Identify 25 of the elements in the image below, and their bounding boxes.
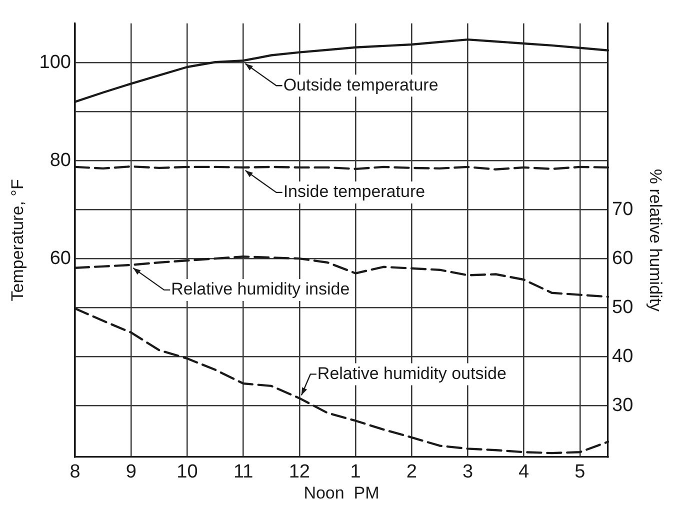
- x-tick-label: 8: [70, 462, 80, 483]
- y-tick-label: 80: [50, 150, 71, 171]
- y-axis-title: Temperature, °F: [8, 179, 27, 302]
- y2-axis-title: % relative humidity: [646, 168, 666, 312]
- annotation: Inside temperature: [283, 182, 426, 202]
- y2-tick-label: 50: [612, 296, 634, 318]
- annotation: Relative humidity inside: [171, 280, 350, 299]
- x-tick-label: 11: [233, 462, 254, 483]
- x-tick-label: 1: [350, 462, 361, 483]
- x-tick-label: 3: [462, 462, 474, 483]
- x-tick-label: 4: [518, 462, 530, 483]
- annotation: Relative humidity outside: [317, 364, 506, 383]
- x-tick-label: 12: [288, 462, 310, 483]
- x-axis-title: Noon PM: [304, 483, 380, 502]
- y2-tick-label: 30: [612, 394, 634, 416]
- y-tick-label: 100: [39, 52, 71, 73]
- y-tick-label: 60: [50, 248, 71, 269]
- x-tick-label: 2: [406, 462, 417, 483]
- x-tick-label: 9: [126, 462, 136, 483]
- x-tick-label: 10: [176, 462, 198, 483]
- y2-tick-label: 70: [612, 198, 634, 220]
- y2-tick-label: 60: [612, 248, 634, 269]
- annotation: Outside temperature: [283, 75, 438, 94]
- y2-tick-label: 40: [612, 346, 634, 367]
- x-tick-label: 5: [574, 462, 586, 483]
